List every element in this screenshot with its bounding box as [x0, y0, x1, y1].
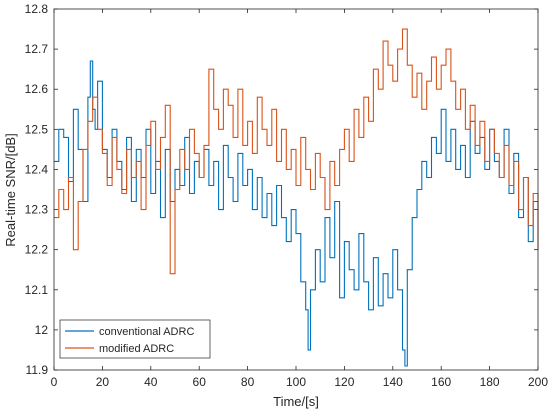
y-tick-label: 12.5: [25, 122, 49, 136]
x-tick-label: 120: [334, 375, 354, 389]
x-tick-label: 40: [144, 375, 158, 389]
y-axis-label: Real-time SNR/[dB]: [3, 133, 18, 246]
x-axis-ticks: 0 20 40 60 80 100 120 140 160 180 200: [51, 9, 548, 389]
x-tick-label: 100: [286, 375, 306, 389]
y-tick-label: 12.1: [25, 283, 49, 297]
y-tick-label: 12.3: [25, 203, 49, 217]
x-tick-label: 160: [431, 375, 451, 389]
y-tick-label: 12.8: [25, 2, 49, 16]
series-line-conventional-adrc: [54, 60, 539, 367]
legend-box: [59, 319, 211, 359]
y-tick-label: 12.4: [25, 162, 49, 176]
series-line-modified-adrc: [54, 28, 539, 275]
x-tick-label: 0: [51, 375, 58, 389]
legend: conventional ADRC modified ADRC: [59, 319, 211, 359]
x-tick-label: 20: [96, 375, 110, 389]
y-tick-label: 12: [35, 323, 49, 337]
y-tick-label: 12.2: [25, 243, 49, 257]
series-layer: [54, 28, 539, 367]
y-tick-label: 12.7: [25, 42, 49, 56]
x-tick-label: 80: [241, 375, 255, 389]
y-tick-label: 11.9: [26, 363, 49, 377]
x-tick-label: 140: [383, 375, 403, 389]
x-tick-label: 60: [193, 375, 207, 389]
legend-label-conventional-adrc: conventional ADRC: [99, 326, 194, 338]
y-tick-label: 12.6: [25, 82, 49, 96]
legend-label-modified-adrc: modified ADRC: [99, 343, 174, 355]
y-axis-ticks: 11.9 12 12.1 12.2 12.3 12.4 12.5 12.6 12.7 12.8: [25, 2, 538, 377]
x-tick-label: 180: [480, 375, 500, 389]
x-tick-label: 200: [528, 375, 548, 389]
x-axis-label: Time/[s]: [273, 394, 319, 409]
plot-area: [54, 9, 538, 370]
